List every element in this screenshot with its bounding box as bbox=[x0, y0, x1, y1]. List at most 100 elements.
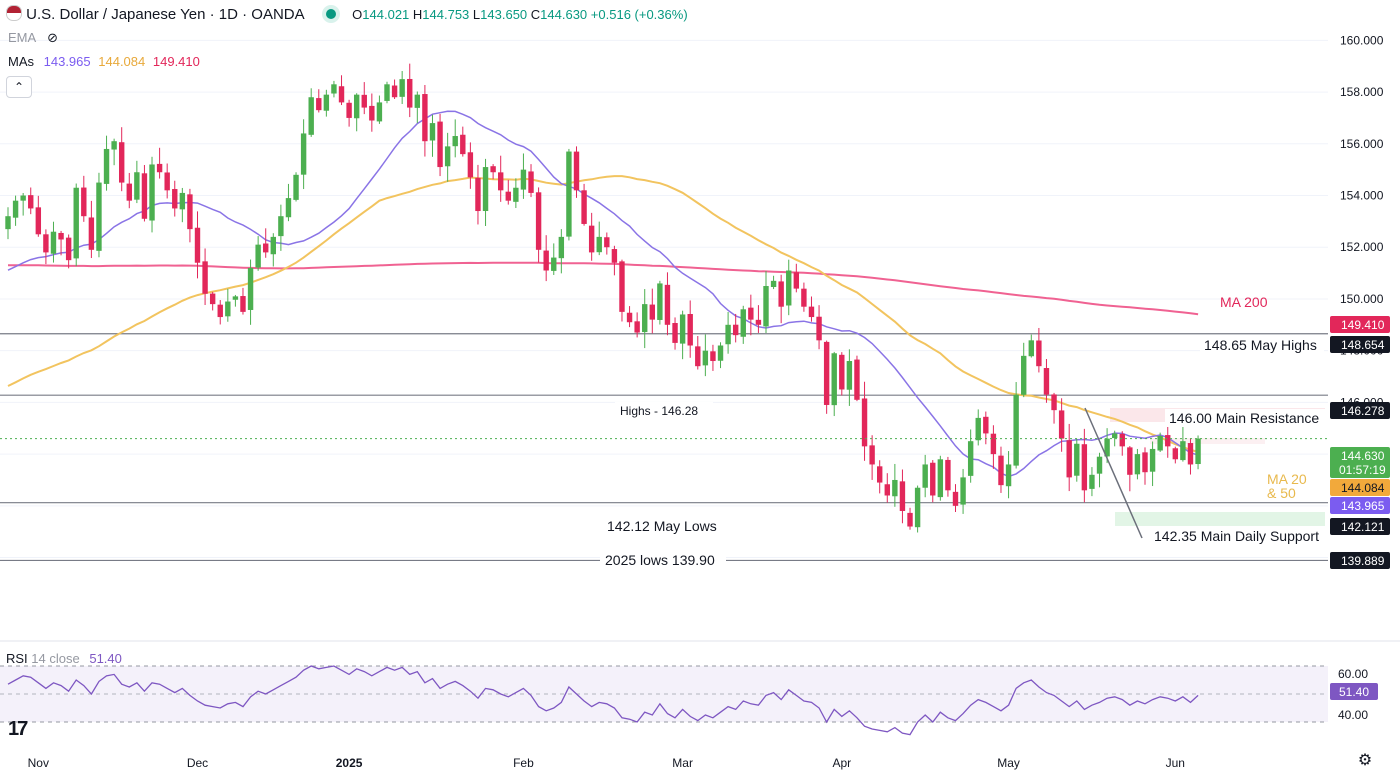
candle-body bbox=[975, 417, 981, 441]
candle-body bbox=[786, 270, 792, 306]
candle-body bbox=[164, 172, 170, 191]
tag-countdown: 01:57:19 bbox=[1339, 463, 1386, 477]
candle-body bbox=[877, 466, 883, 483]
highs-annotation-bg bbox=[615, 402, 713, 419]
candle-body bbox=[43, 234, 49, 253]
candle-body bbox=[793, 272, 800, 289]
candle-body bbox=[520, 169, 527, 190]
candle-body bbox=[710, 351, 716, 362]
ma20-50-annotation-line1: MA 20 bbox=[1267, 471, 1307, 487]
candle-body bbox=[437, 121, 443, 168]
candle-body bbox=[255, 244, 261, 268]
candle-body bbox=[846, 361, 853, 390]
candle-body bbox=[1021, 355, 1027, 395]
candle-body bbox=[73, 187, 79, 259]
x-tick-label: Feb bbox=[513, 756, 534, 770]
tag-ma200: 149.410 bbox=[1341, 318, 1385, 332]
rsi-line bbox=[7, 665, 1199, 736]
candle-body bbox=[247, 267, 254, 310]
candle-body bbox=[1074, 443, 1080, 476]
candle-body bbox=[225, 301, 231, 317]
ema-legend[interactable]: EMA ⊘ bbox=[8, 30, 58, 46]
rsi-tag-bg bbox=[1330, 683, 1378, 700]
candle-body bbox=[505, 191, 511, 201]
candle-body bbox=[232, 296, 239, 300]
candles bbox=[5, 63, 1201, 533]
candle-body bbox=[528, 171, 534, 193]
candle-body bbox=[839, 354, 845, 390]
candle-body bbox=[573, 151, 580, 191]
candle-body bbox=[945, 459, 951, 491]
support-zone bbox=[1115, 512, 1325, 526]
ma50-line bbox=[7, 175, 1199, 453]
collapse-legend-button[interactable]: ⌃ bbox=[6, 76, 32, 98]
candle-body bbox=[369, 105, 375, 121]
candle-body bbox=[672, 323, 678, 343]
candle-body bbox=[156, 163, 163, 173]
tag-ma20: 143.965 bbox=[1341, 499, 1385, 513]
candle-body bbox=[300, 133, 307, 175]
candle-body bbox=[65, 237, 72, 261]
time-axis[interactable]: Nov Dec 2025 Feb Mar Apr May Jun bbox=[28, 756, 1185, 770]
candle-body bbox=[808, 306, 815, 318]
candle-body bbox=[452, 136, 458, 147]
mas-label: MAs bbox=[8, 54, 34, 69]
candle-body bbox=[263, 243, 269, 253]
candle-body bbox=[179, 192, 186, 210]
rsi-value: 51.40 bbox=[89, 651, 122, 666]
candle-body bbox=[384, 84, 390, 101]
market-status-icon bbox=[325, 9, 336, 19]
symbol-title[interactable]: U.S. Dollar / Japanese Yen · 1D · OANDA bbox=[26, 6, 304, 23]
candle-body bbox=[209, 293, 216, 305]
may-lows-annotation-bg bbox=[602, 517, 724, 535]
candle-body bbox=[323, 94, 330, 111]
candle-body bbox=[634, 321, 640, 333]
candle-body bbox=[1165, 435, 1171, 447]
candle-body bbox=[1096, 456, 1103, 474]
tag-highs: 146.278 bbox=[1341, 404, 1385, 418]
candle-body bbox=[581, 190, 587, 224]
candle-body bbox=[1051, 394, 1057, 411]
candle-body bbox=[498, 172, 504, 191]
close-label: C bbox=[530, 7, 541, 22]
candle-body bbox=[28, 195, 34, 209]
candle-body bbox=[467, 152, 474, 178]
candle-body bbox=[111, 141, 117, 150]
candle-body bbox=[194, 227, 201, 263]
rsi-axis-60: 60.00 bbox=[1338, 667, 1368, 681]
candle-body bbox=[172, 189, 178, 209]
ma200-annotation: MA 200 bbox=[1220, 294, 1268, 310]
candle-body bbox=[338, 86, 345, 103]
candle-body bbox=[422, 94, 428, 142]
ma20-line bbox=[7, 110, 1199, 478]
rsi-legend[interactable]: RSI 14 close 51.40 bbox=[6, 651, 122, 666]
candle-body bbox=[1089, 474, 1095, 489]
tradingview-logo-icon[interactable]: 17 bbox=[8, 718, 28, 740]
candle-body bbox=[922, 464, 928, 488]
candle-body bbox=[930, 462, 936, 496]
candle-body bbox=[490, 166, 496, 173]
flag-icon bbox=[6, 5, 22, 21]
tag-lows-2025: 139.889 bbox=[1341, 554, 1385, 568]
candle-body bbox=[293, 174, 299, 200]
may-highs-annotation-bg bbox=[1200, 336, 1324, 354]
tag-may-lows: 142.121 bbox=[1341, 520, 1385, 534]
candle-body bbox=[346, 102, 352, 118]
candle-body bbox=[1043, 368, 1050, 395]
candle-body bbox=[270, 236, 276, 255]
mas-legend[interactable]: MAs 143.965 144.084 149.410 bbox=[8, 54, 200, 69]
candle-body bbox=[1180, 441, 1186, 461]
candle-body bbox=[149, 164, 155, 221]
settings-gear-icon[interactable]: ⚙ bbox=[1357, 752, 1373, 769]
candle-body bbox=[990, 433, 997, 455]
candle-body bbox=[12, 200, 19, 218]
candle-body bbox=[414, 94, 421, 108]
main-resistance-annotation-bg bbox=[1165, 409, 1327, 427]
candle-body bbox=[566, 151, 572, 237]
y-tick-label: 154.000 bbox=[1340, 189, 1384, 203]
candle-body bbox=[558, 236, 565, 259]
hidden-eye-icon[interactable]: ⊘ bbox=[47, 30, 58, 45]
candle-body bbox=[96, 182, 102, 251]
candle-body bbox=[907, 512, 913, 527]
candle-body bbox=[535, 192, 542, 250]
